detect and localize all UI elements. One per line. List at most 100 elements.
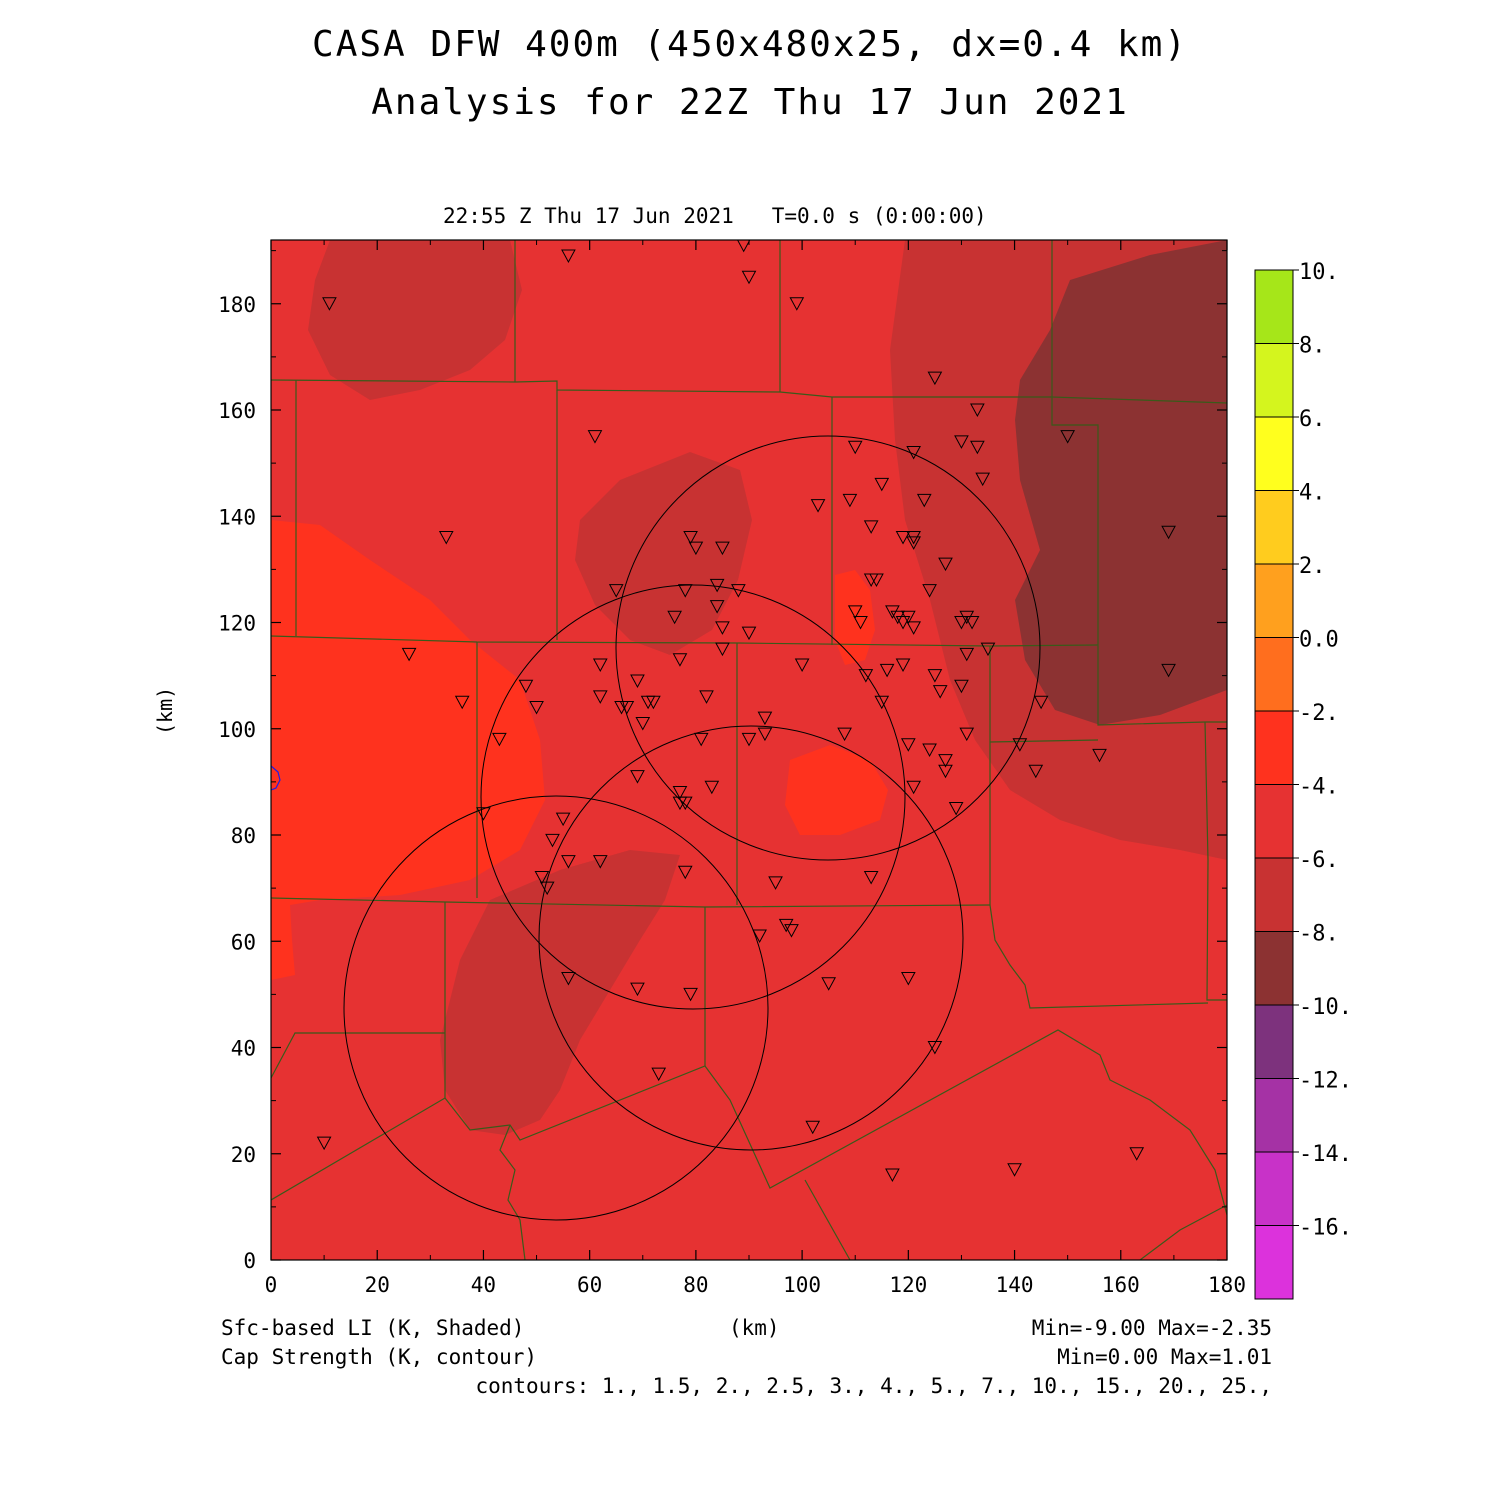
station-marker	[938, 557, 953, 572]
station-marker	[667, 610, 682, 625]
station-marker	[948, 801, 964, 816]
colorbar-swatch	[1255, 858, 1293, 932]
station-marker	[1129, 1147, 1145, 1161]
map-plot-area	[271, 240, 1227, 1260]
colorbar-swatch	[1255, 1005, 1293, 1079]
colorbar-label: 2.	[1299, 554, 1326, 579]
shaded-field-range: Min=-9.00 Max=-2.35	[1031, 1316, 1272, 1340]
station-marker	[539, 881, 555, 896]
station-marker	[863, 871, 879, 885]
station-marker	[927, 1041, 943, 1055]
li-region-northeast	[1015, 240, 1227, 725]
li-region-north-center	[575, 452, 752, 655]
station-marker	[959, 727, 975, 742]
station-marker	[1012, 738, 1028, 752]
station-marker	[879, 663, 895, 678]
station-marker	[906, 621, 921, 635]
station-marker	[959, 610, 975, 625]
valid-time: 22:55 Z Thu 17 Jun 2021 T=0.0 s (0:00:00…	[443, 204, 987, 228]
y-tick-label: 100	[218, 718, 256, 742]
colorbar-label: -10.	[1299, 995, 1352, 1020]
map-title: CASA DFW 400m (450x480x25, dx=0.4 km)	[312, 24, 1188, 65]
station-marker	[587, 430, 603, 444]
station-marker	[927, 669, 943, 683]
station-marker	[592, 658, 608, 673]
y-axis: 0 20 40 60 80 100 120 140 160 180	[218, 250, 1227, 1273]
colorbar-swatch	[1255, 1152, 1293, 1226]
station-marker	[561, 249, 576, 263]
station-marker	[847, 605, 863, 619]
station-marker	[619, 701, 635, 715]
station-marker	[784, 924, 799, 938]
station-marker	[847, 440, 863, 455]
colorbar-swatch	[1255, 784, 1293, 858]
station-marker	[492, 732, 507, 747]
county-boundaries	[271, 240, 1227, 1260]
station-marker	[561, 855, 576, 869]
station-marker	[964, 616, 980, 630]
colorbar-swatch	[1255, 711, 1293, 785]
station-marker	[954, 679, 969, 694]
station-marker	[741, 732, 757, 747]
station-marker	[805, 1120, 821, 1135]
colorbar-label: 4.	[1299, 481, 1326, 506]
station-marker	[906, 446, 921, 460]
colorbar-label: -6.	[1299, 848, 1339, 873]
colorbar-label: -4.	[1299, 775, 1339, 800]
station-marker	[768, 876, 783, 890]
station-marker	[853, 616, 868, 630]
station-marker	[970, 440, 985, 455]
station-marker	[980, 642, 996, 657]
colorbar-swatch	[1255, 564, 1293, 638]
station-marker	[683, 531, 698, 545]
colorbar-label: -2.	[1299, 701, 1339, 726]
x-tick-label: 40	[471, 1273, 496, 1297]
x-tick-label: 20	[365, 1273, 390, 1297]
station-marker	[906, 536, 921, 550]
station-marker	[874, 695, 890, 710]
y-tick-label: 180	[218, 293, 256, 317]
station-marker	[715, 642, 730, 657]
station-marker	[895, 616, 911, 630]
station-marker	[646, 695, 661, 710]
station-marker	[837, 727, 852, 742]
station-marker	[794, 658, 810, 673]
y-tick-label: 40	[231, 1037, 256, 1061]
station-marker	[592, 855, 608, 869]
radar-range-ring	[538, 725, 964, 1151]
y-tick-label: 160	[218, 399, 256, 423]
station-marker	[715, 541, 730, 556]
station-marker	[900, 738, 916, 752]
colorbar-swatch	[1255, 490, 1293, 564]
station-marker	[454, 695, 470, 710]
radar-range-ring	[480, 584, 906, 1010]
colorbar-swatch	[1255, 931, 1293, 1005]
station-marker	[900, 971, 916, 986]
x-axis: 0 20 40 60 80 100 120 140 160 180	[265, 240, 1246, 1297]
li-region-northwest	[308, 240, 522, 400]
station-marker	[561, 971, 576, 986]
station-marker	[555, 812, 571, 827]
station-marker	[810, 499, 826, 513]
station-marker	[476, 807, 491, 821]
station-marker	[900, 610, 916, 625]
station-marker	[970, 403, 985, 418]
station-marker	[916, 493, 932, 508]
colorbar-swatch	[1255, 270, 1293, 344]
station-marker	[709, 600, 725, 614]
station-marker	[672, 653, 688, 667]
station-marker	[630, 770, 645, 784]
y-tick-label: 140	[218, 505, 256, 529]
station-marker	[922, 584, 937, 598]
station-marker	[630, 982, 645, 997]
station-marker	[1161, 663, 1176, 678]
station-marker	[757, 727, 773, 742]
x-tick-label: 180	[1208, 1273, 1246, 1297]
contour-field-label: Cap Strength (K, contour)	[221, 1345, 538, 1369]
station-marker	[757, 711, 773, 726]
station-marker	[401, 647, 417, 662]
x-tick-label: 0	[265, 1273, 278, 1297]
station-marker	[858, 669, 874, 683]
station-marker	[874, 477, 890, 492]
contour-levels: contours: 1., 1.5, 2., 2.5, 3., 4., 5., …	[475, 1374, 1272, 1398]
